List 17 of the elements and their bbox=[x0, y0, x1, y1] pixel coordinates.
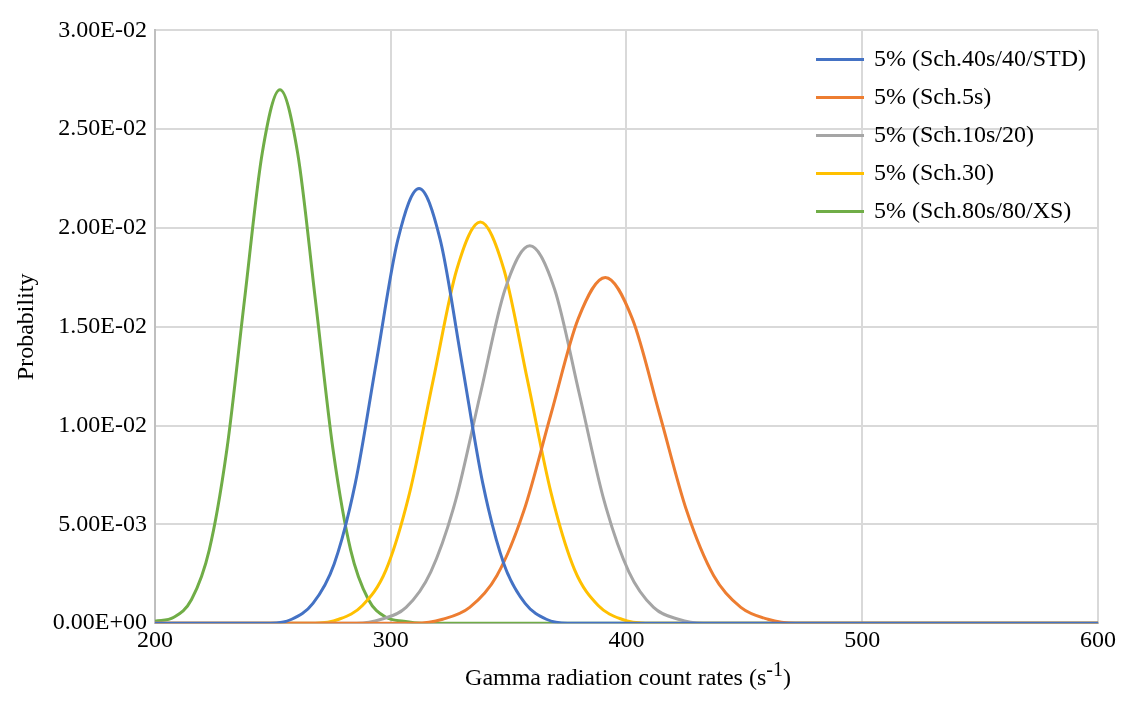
x-tick-label: 300 bbox=[372, 625, 409, 652]
legend-label: 5% (Sch.10s/20) bbox=[874, 120, 1034, 147]
y-tick-label: 3.00E-02 bbox=[58, 15, 147, 42]
y-tick-label: 2.00E-02 bbox=[58, 213, 147, 240]
y-tick-label: 2.50E-02 bbox=[58, 114, 147, 141]
y-tick-label: 1.50E-02 bbox=[58, 312, 147, 339]
x-tick-label: 600 bbox=[1080, 625, 1116, 652]
legend-label: 5% (Sch.30) bbox=[874, 158, 994, 185]
y-tick-label: 5.00E-03 bbox=[58, 509, 147, 536]
x-axis-title: Gamma radiation count rates (s$^{-1}$) bbox=[464, 658, 792, 691]
x-tick-label: 400 bbox=[608, 625, 645, 652]
legend-label: 5% (Sch.80s/80/XS) bbox=[874, 196, 1072, 223]
y-axis-title: Probability bbox=[11, 273, 38, 381]
x-tick-label: 500 bbox=[844, 625, 881, 652]
legend-label: 5% (Sch.40s/40/STD) bbox=[874, 44, 1087, 71]
y-tick-label: 1.00E-02 bbox=[58, 410, 147, 437]
legend-label: 5% (Sch.5s) bbox=[874, 82, 992, 109]
